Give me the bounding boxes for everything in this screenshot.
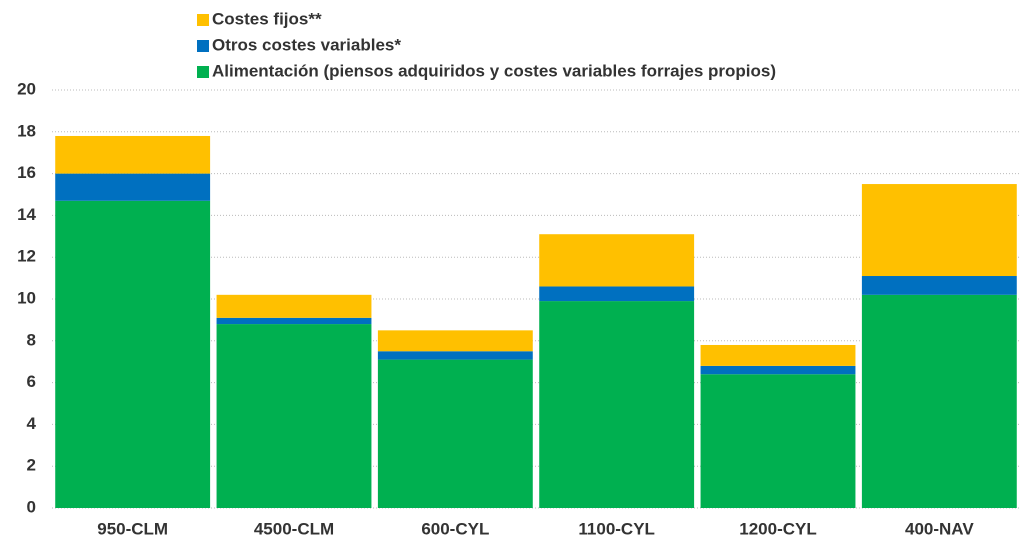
y-tick-label: 4 xyxy=(27,414,37,433)
bar-segment xyxy=(700,344,856,366)
bar-segment xyxy=(377,359,533,508)
bar-segment xyxy=(377,330,533,352)
bar-segment xyxy=(55,135,211,174)
bar-segment xyxy=(539,286,695,302)
bar-segment xyxy=(700,374,856,508)
bar-segment xyxy=(539,301,695,508)
y-tick-label: 18 xyxy=(17,121,36,140)
legend-label: Alimentación (piensos adquiridos y coste… xyxy=(212,61,776,80)
bar-segment xyxy=(861,294,1017,508)
bar-segment xyxy=(700,365,856,375)
bar-segment xyxy=(55,173,211,201)
y-tick-label: 10 xyxy=(17,288,36,307)
bar-segment xyxy=(861,184,1017,277)
bar-segment xyxy=(216,294,372,318)
y-tick-label: 8 xyxy=(27,330,36,349)
legend-swatch xyxy=(197,14,209,26)
y-tick-label: 2 xyxy=(27,456,36,475)
x-tick-label: 1200-CYL xyxy=(739,519,816,538)
bar-segment xyxy=(216,317,372,325)
y-tick-label: 20 xyxy=(17,79,36,98)
y-tick-label: 16 xyxy=(17,163,36,182)
x-tick-label: 400-NAV xyxy=(905,519,974,538)
y-tick-label: 0 xyxy=(27,497,36,516)
legend-swatch xyxy=(197,40,209,52)
y-tick-label: 14 xyxy=(17,205,36,224)
x-tick-label: 4500-CLM xyxy=(254,519,334,538)
y-tick-label: 12 xyxy=(17,247,36,266)
bar-segment xyxy=(216,324,372,508)
bar-segment xyxy=(55,200,211,508)
y-tick-label: 6 xyxy=(27,372,36,391)
legend-label: Otros costes variables* xyxy=(212,35,401,54)
x-tick-label: 950-CLM xyxy=(97,519,168,538)
bar-segment xyxy=(861,276,1017,295)
x-tick-label: 600-CYL xyxy=(421,519,489,538)
legend-swatch xyxy=(197,66,209,78)
bar-segment xyxy=(377,351,533,360)
bar-segment xyxy=(539,234,695,287)
legend-label: Costes fijos** xyxy=(212,9,322,28)
x-tick-label: 1100-CYL xyxy=(578,519,655,538)
